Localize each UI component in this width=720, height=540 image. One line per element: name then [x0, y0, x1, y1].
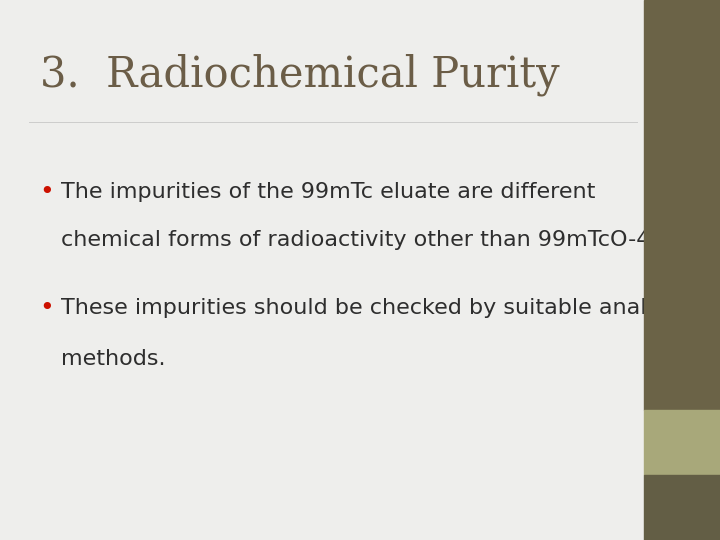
- Text: chemical forms of radioactivity other than 99mTcO-4: chemical forms of radioactivity other th…: [61, 230, 651, 251]
- Text: The impurities of the 99mTc eluate are different: The impurities of the 99mTc eluate are d…: [61, 181, 595, 202]
- Text: •: •: [40, 180, 54, 204]
- Text: These impurities should be checked by suitable analytical: These impurities should be checked by su…: [61, 298, 707, 318]
- Text: methods.: methods.: [61, 349, 166, 369]
- Text: 3.  Radiochemical Purity: 3. Radiochemical Purity: [40, 54, 559, 97]
- Text: •: •: [40, 296, 54, 320]
